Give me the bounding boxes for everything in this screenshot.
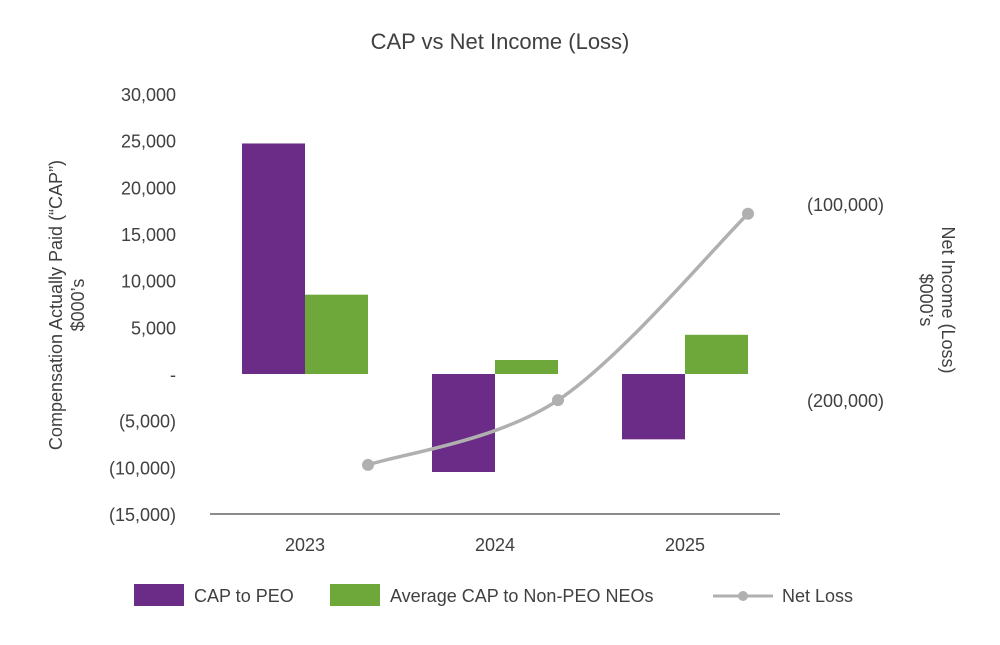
- right-axis-label-line1: Net Income (Loss): [938, 226, 958, 373]
- left-tick-label: 30,000: [121, 85, 176, 105]
- legend-label-cap-to-peo: CAP to PEO: [194, 586, 294, 606]
- right-tick-label: (100,000): [807, 195, 884, 215]
- right-axis-ticks: (100,000) (200,000): [807, 195, 884, 411]
- left-tick-label: (5,000): [119, 412, 176, 432]
- right-axis-label: Net Income (Loss) $000’s: [916, 226, 958, 373]
- left-tick-label: 25,000: [121, 132, 176, 152]
- net-loss-point-2024: [552, 394, 564, 407]
- left-tick-label: 10,000: [121, 272, 176, 292]
- bar-avg-cap-non-peo-2023: [305, 294, 368, 374]
- left-tick-label: 5,000: [131, 318, 176, 338]
- legend-swatch-avg-cap-non-peo: [330, 584, 380, 606]
- bar-cap-to-peo-2024: [432, 374, 495, 472]
- legend: CAP to PEO Average CAP to Non-PEO NEOs N…: [134, 584, 853, 606]
- legend-label-avg-cap-non-peo: Average CAP to Non-PEO NEOs: [390, 586, 653, 606]
- chart-title: CAP vs Net Income (Loss): [371, 29, 630, 54]
- legend-swatch-cap-to-peo: [134, 584, 184, 606]
- left-tick-label: (10,000): [109, 458, 176, 478]
- bar-cap-to-peo-2025: [622, 374, 685, 440]
- left-axis-ticks: 30,000 25,000 20,000 15,000 10,000 5,000 - (5,0…: [109, 85, 176, 525]
- left-tick-label: 15,000: [121, 225, 176, 245]
- left-axis-label-line1: Compensation Actually Paid (“CAP”): [46, 160, 66, 450]
- bar-cap-to-peo-2023: [242, 143, 305, 374]
- x-axis-ticks: 2023 2024 2025: [285, 535, 705, 555]
- left-tick-label: 20,000: [121, 178, 176, 198]
- legend-marker-net-loss: [738, 591, 748, 601]
- net-loss-point-2023: [362, 458, 374, 471]
- bars: [242, 143, 748, 472]
- left-axis-label-line2: $000’s: [68, 279, 88, 332]
- bar-avg-cap-non-peo-2024: [495, 360, 558, 374]
- left-tick-label: -: [170, 365, 176, 385]
- net-loss-point-2025: [742, 207, 754, 220]
- left-tick-label: (15,000): [109, 505, 176, 525]
- left-axis-label: Compensation Actually Paid (“CAP”) $000’…: [46, 160, 88, 450]
- right-tick-label: (200,000): [807, 391, 884, 411]
- x-tick-label-2025: 2025: [665, 535, 705, 555]
- right-axis-label-line2: $000’s: [916, 274, 936, 327]
- legend-label-net-loss: Net Loss: [782, 586, 853, 606]
- bar-avg-cap-non-peo-2025: [685, 334, 748, 374]
- x-tick-label-2024: 2024: [475, 535, 515, 555]
- net-loss-line-group: [362, 207, 754, 471]
- x-tick-label-2023: 2023: [285, 535, 325, 555]
